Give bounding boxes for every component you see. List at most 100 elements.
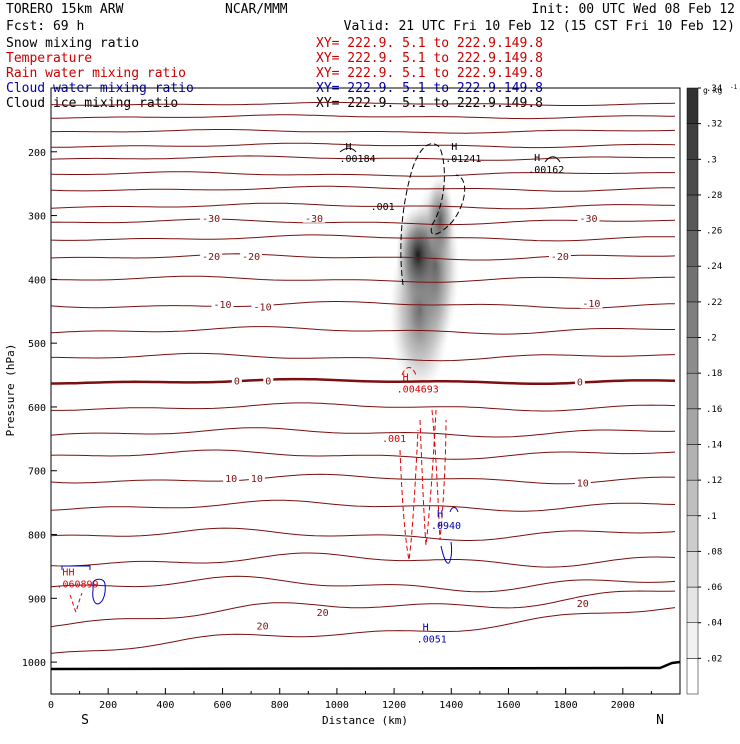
colorbar-swatch [686, 301, 699, 338]
colorbar-swatch [686, 87, 699, 124]
label-bg [200, 212, 223, 223]
y-tick-label: 900 [28, 594, 46, 605]
max-marker: H [451, 142, 457, 153]
isotherm [51, 185, 675, 192]
x-tick-label: 600 [214, 700, 232, 711]
temperature-label: -30 [305, 214, 323, 225]
colorbar-unit: g kg [703, 86, 722, 95]
label-bg [211, 298, 234, 309]
surface-line [51, 660, 680, 671]
x-tick-label: 1600 [496, 700, 520, 711]
y-tick-label: 400 [28, 275, 46, 286]
colorbar-swatch [686, 444, 699, 481]
temperature-label: -20 [242, 252, 260, 263]
colorbar-label: .2 [706, 334, 717, 344]
isotherm [51, 326, 675, 335]
colorbar-swatch [686, 408, 699, 445]
max-marker: H [345, 142, 351, 153]
legend: Snow mixing ratio XY= 222.9. 5.1 to 222.9… [6, 36, 543, 111]
legend-xy: XY= 222.9. 5.1 to 222.9.149.8 [316, 51, 543, 66]
label-bg [574, 598, 591, 609]
max-marker: HH [62, 568, 74, 579]
max-value: .0051 [417, 635, 447, 646]
label-bg [577, 212, 600, 223]
label-bg [303, 212, 326, 223]
rain-contour [399, 429, 419, 561]
colorbar-label: .32 [706, 120, 722, 130]
colorbar-label: .06 [706, 583, 722, 593]
temperature-label: 10 [225, 474, 237, 485]
isotherm [51, 155, 675, 161]
x-tick-label: 1400 [439, 700, 463, 711]
cloudwater-contour [92, 578, 106, 605]
contour-label: .001 [371, 202, 395, 213]
isotherm [51, 171, 675, 177]
max-marker: H [423, 623, 429, 634]
isotherm [51, 101, 676, 106]
colorbar-swatch [686, 159, 699, 196]
isotherm [51, 590, 676, 628]
x-tick-label: 1000 [325, 700, 349, 711]
y-tick-label: 1000 [22, 658, 46, 669]
legend-xy: XY= 222.9. 5.1 to 222.9.149.8 [316, 66, 543, 81]
ice-contour [544, 156, 561, 163]
colorbar-label: .14 [706, 440, 722, 450]
isotherm [51, 552, 676, 568]
colorbar: .02 .04 .06 .08 .1 .12 .14 .16 .18 .2 .22 .24 .26 .28… [686, 84, 738, 695]
temperature-label: -10 [214, 300, 232, 311]
temperature-label: 0 [234, 376, 240, 387]
isotherm [51, 427, 676, 438]
max-value: .00184 [339, 154, 375, 165]
x-tick-label: 800 [271, 700, 289, 711]
temperature-label: 10 [251, 474, 263, 485]
y-tick-label: 200 [28, 148, 46, 159]
legend-item: Rain water mixing ratio [6, 66, 186, 81]
isotherm [51, 234, 676, 242]
temperature-label: 0 [577, 378, 583, 389]
colorbar-label: .24 [706, 262, 722, 272]
label-bg [580, 298, 603, 309]
colorbar-unit-exp: -1 [730, 84, 738, 91]
rain-contour [419, 409, 437, 546]
y-tick-label: 300 [28, 212, 46, 223]
isotherm [51, 527, 676, 541]
colorbar-label: .22 [706, 298, 722, 308]
label-bg [574, 376, 585, 387]
colorbar-swatch [686, 479, 699, 517]
colorbar-label: .04 [706, 619, 722, 629]
max-value: .0940 [431, 521, 461, 532]
label-bg [248, 473, 265, 484]
ice-contour [339, 147, 357, 153]
isotherm [51, 301, 676, 309]
y-tick-label: 700 [28, 467, 46, 478]
colorbar-swatch [686, 230, 699, 267]
isotherm [51, 402, 676, 412]
isotherm [51, 449, 676, 460]
x-tick-label: 200 [99, 700, 117, 711]
isotherm [51, 352, 676, 362]
valid-time: Valid: 21 UTC Fri 10 Feb 12 (15 CST Fri … [344, 19, 735, 34]
rain-contour [69, 592, 83, 614]
colorbar-label: .3 [706, 155, 717, 165]
isotherm [51, 275, 676, 283]
max-marker: H [437, 509, 443, 520]
max-value: .01241 [445, 154, 481, 165]
y-axis-label: Pressure (hPa) [4, 344, 17, 437]
temperature-label: -30 [202, 214, 220, 225]
temperature-label: -10 [582, 299, 600, 310]
label-bg [254, 620, 271, 631]
ice-contour [400, 143, 466, 286]
colorbar-swatch [686, 265, 699, 303]
colorbar-swatch [686, 194, 699, 231]
cloudwater-contour [440, 541, 453, 564]
temperature-label: -30 [579, 214, 597, 225]
label-bg [231, 375, 242, 386]
colorbar-swatch [686, 372, 699, 410]
legend-item: Snow mixing ratio [6, 36, 139, 51]
colorbar-swatch [686, 551, 699, 588]
x-tick-label: 400 [156, 700, 174, 711]
colorbar-label: .16 [706, 405, 722, 415]
colorbar-swatch [686, 622, 699, 659]
temperature-labels: -30 -30 -30 -20 -20 -20 -10 -10 -10 0 0 0 10 10 10 20 20… [200, 212, 603, 632]
